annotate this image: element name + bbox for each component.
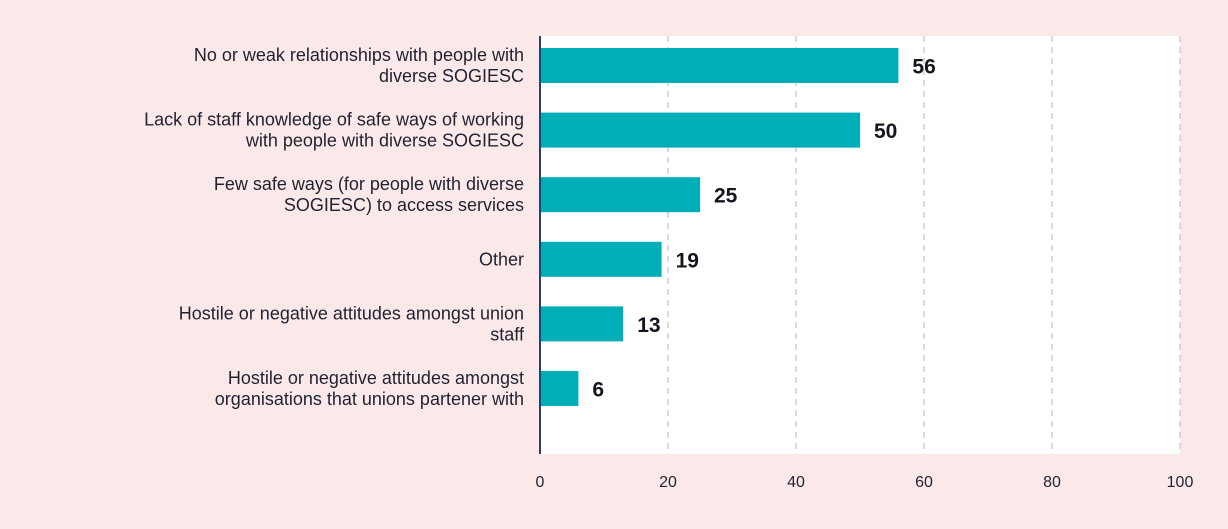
category-labels: No or weak relationships with people wit…: [144, 45, 525, 409]
bar: [540, 371, 579, 406]
category-label: Few safe ways (for people with diverse SO…: [214, 174, 524, 215]
category-label: Hostile or negative attitudes amongst org…: [215, 368, 524, 409]
bar: [540, 241, 662, 277]
value-labels: 56 50 25 19 13 6: [592, 56, 935, 402]
x-tick-label: 40: [787, 474, 805, 491]
category-label: Hostile or negative attitudes amongst un…: [179, 303, 525, 344]
bars: [540, 48, 899, 406]
x-tick-label: 0: [536, 474, 545, 491]
category-label: No or weak relationships with people wit…: [194, 45, 524, 86]
category-label: Other: [479, 249, 524, 269]
bar: [540, 48, 899, 83]
value-label: 6: [592, 379, 604, 402]
x-tick-label: 80: [1043, 474, 1061, 491]
value-label: 56: [912, 56, 935, 79]
value-label: 25: [714, 185, 738, 208]
x-tick-label: 100: [1167, 474, 1194, 491]
x-tick-label: 20: [659, 474, 677, 491]
bar: [540, 112, 860, 148]
category-label: Lack of staff knowledge of safe ways of …: [144, 110, 524, 151]
bar: [540, 306, 624, 342]
x-tick-label: 60: [915, 474, 933, 491]
bar: [540, 177, 700, 213]
value-label: 19: [676, 249, 699, 272]
value-label: 13: [637, 314, 660, 337]
gridlines: [667, 36, 1181, 454]
x-axis-ticks: 0 20 40 60 80 100: [536, 474, 1194, 491]
value-label: 50: [874, 120, 897, 143]
